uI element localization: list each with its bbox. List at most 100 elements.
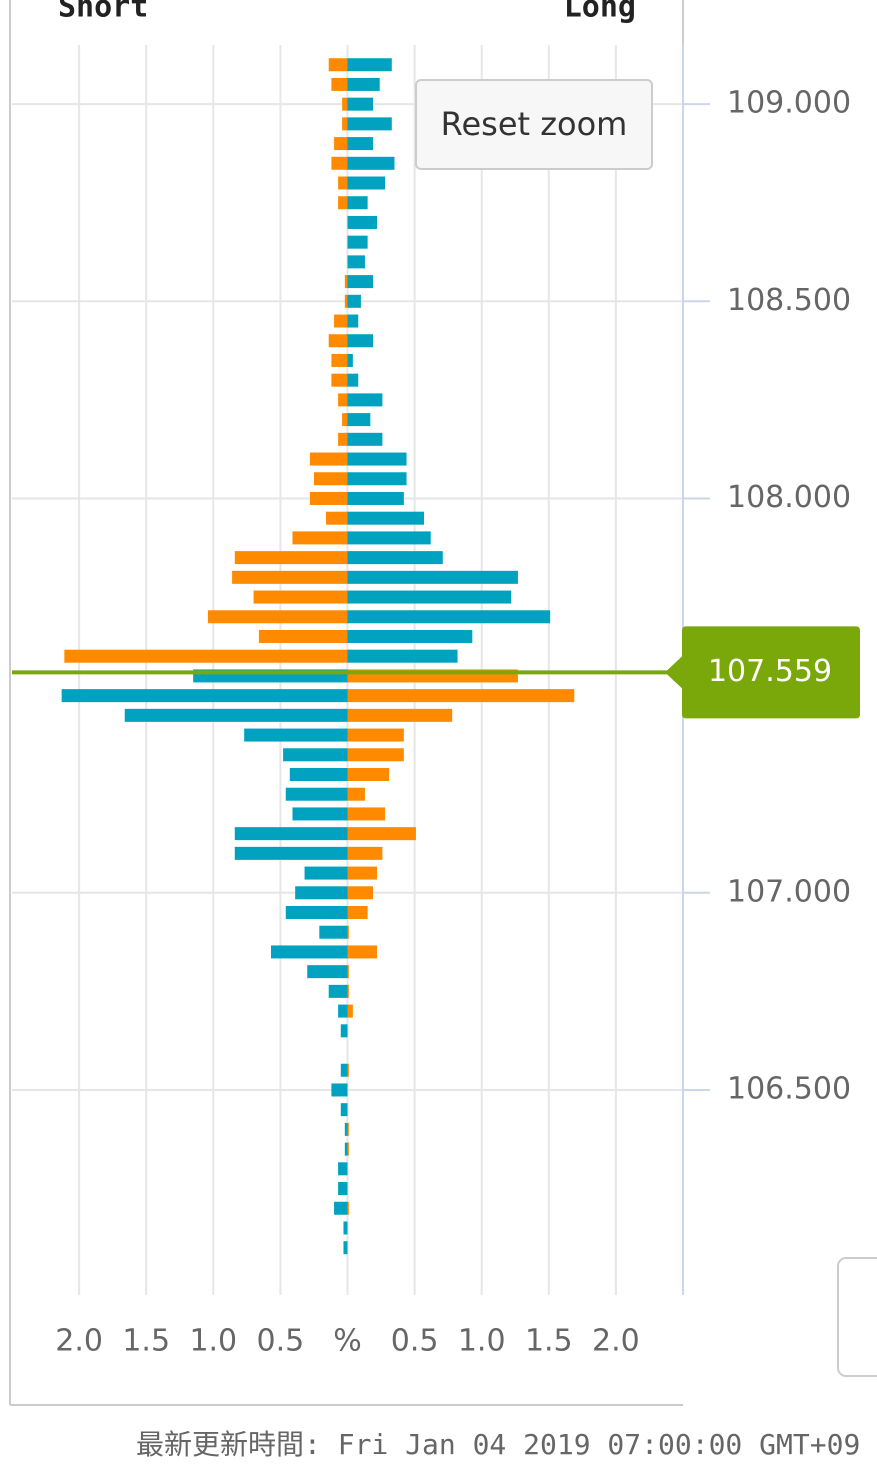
bar [124,708,348,722]
bar [331,373,348,387]
bar [343,1241,348,1255]
axes: 2.0 1.5 1.0 0.5% 0.5 1.0 1.5 2.0 106.500 107.000 1… [12,45,860,1359]
reset-zoom-button[interactable]: Reset zoom [415,79,653,170]
bar [253,590,348,604]
bar [347,137,373,151]
current-price-tag [665,626,860,719]
bar [347,373,359,387]
bar [338,196,348,210]
bar [347,77,380,91]
bar [338,432,348,446]
bar [347,846,383,860]
bar [331,77,348,91]
bar [338,176,348,190]
bar [347,314,359,328]
bar [338,1182,348,1196]
bar [347,570,518,584]
short-header: Short [58,0,148,25]
bar [347,590,512,604]
bar [61,689,348,703]
bar [334,137,348,151]
bar [304,866,348,880]
bar [328,984,348,998]
button-bg[interactable] [415,79,653,170]
bar [344,1142,348,1156]
bar [347,748,404,762]
bar [319,925,348,939]
bar [295,886,348,900]
bar [347,1004,353,1018]
bar [283,748,348,762]
bar [307,965,348,979]
bar [347,906,368,920]
bar [347,984,349,998]
bar [347,334,373,348]
x-tick-label: 1.0 [458,1324,506,1359]
bar [309,491,348,505]
x-tick-label: 0.5 [257,1324,305,1359]
bar [347,432,383,446]
bar [289,767,348,781]
bar [328,58,348,72]
bar [331,353,348,367]
side-widget[interactable] [837,1257,877,1377]
bar [343,1221,348,1235]
bar [347,767,390,781]
x-tick-label: 1.0 [189,1324,237,1359]
bar [347,649,458,663]
bar [347,629,473,643]
x-tick-label: 0.5 [391,1324,439,1359]
bar [338,393,348,407]
bar [258,629,348,643]
bar [347,294,361,308]
bar [347,176,386,190]
bar [347,235,368,249]
bar [344,1122,348,1136]
bar [347,551,443,565]
bar [347,117,392,131]
y-tick-label: 107.000 [727,874,851,909]
bar [344,294,348,308]
bar [347,610,551,624]
bar [342,413,348,427]
bar [344,275,348,289]
x-tick-label: 1.5 [122,1324,170,1359]
bar [347,491,404,505]
x-tick-label: 1.5 [525,1324,573,1359]
bar [244,728,348,742]
bar [347,156,395,170]
bar [347,472,407,486]
bar [347,215,378,229]
long-header: Long [564,0,636,25]
bar [328,334,348,348]
button-label[interactable]: Reset zoom [441,105,628,143]
bar [207,610,348,624]
bar [340,1063,348,1077]
bar [347,945,378,959]
bar [347,1063,349,1077]
bar [292,531,348,545]
bar [331,1083,348,1097]
bar [347,728,404,742]
bar [347,452,407,466]
bar [313,472,348,486]
bar [347,925,349,939]
bar [340,1024,348,1038]
bar [232,570,348,584]
bars [61,58,575,1255]
bar [347,413,371,427]
bar [347,866,378,880]
bar [347,196,368,210]
y-tick-label: 109.000 [727,86,851,121]
bar [292,807,348,821]
bar [347,511,424,525]
bar [347,58,392,72]
x-tick-label: % [333,1324,362,1359]
bar [347,807,386,821]
bar [334,314,348,328]
bar [234,827,348,841]
bar [347,1142,349,1156]
bar [331,156,348,170]
bar [347,353,353,367]
